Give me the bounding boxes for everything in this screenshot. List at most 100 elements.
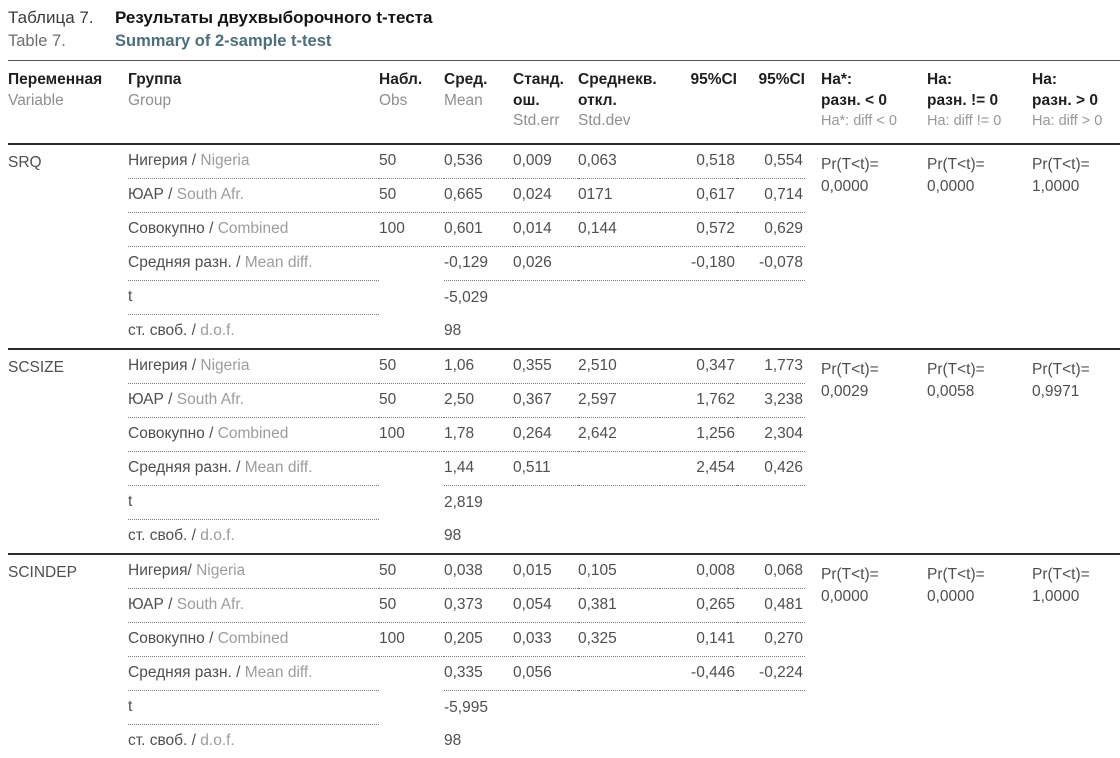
ci-upper-cell: 0,714	[737, 178, 805, 213]
ci-upper-cell: 0,270	[737, 622, 805, 657]
table-row: ЮАР / South Afr. 50 0,665 0,024 0171 0,6…	[8, 178, 1120, 213]
stderr-cell: 0,015	[513, 553, 578, 589]
obs-cell	[379, 656, 444, 690]
ci-upper-cell: 3,238	[737, 383, 805, 418]
stderr-cell	[513, 485, 578, 519]
col-ci-upper: 95%CI	[758, 71, 805, 88]
group-cell: ст. своб. / d.o.f.	[128, 527, 235, 545]
t-test-table: Переменная Variable Группа Group Набл. Obs …	[8, 60, 1120, 758]
stderr-cell: 0,367	[513, 383, 578, 418]
col-ha-right: Ha: разн. > 0 Ha: diff > 0	[1032, 71, 1103, 130]
ci-upper-cell	[737, 314, 805, 349]
ci-upper-cell: 2,304	[737, 417, 805, 452]
stderr-cell	[513, 724, 578, 758]
ci-lower-cell: 1,762	[660, 383, 737, 418]
col-obs: Набл. Obs	[379, 71, 423, 109]
mean-cell: 0,038	[444, 553, 513, 589]
variable-cell: SCSIZE	[8, 358, 64, 376]
group-cell: Средняя разн. / Mean diff.	[128, 451, 379, 486]
mean-cell: 0,335	[444, 656, 513, 691]
ci-lower-cell: -0,180	[660, 246, 737, 281]
mean-cell: 1,78	[444, 417, 513, 452]
obs-cell	[379, 246, 444, 280]
obs-cell: 100	[379, 622, 444, 657]
mean-cell: 2,50	[444, 383, 513, 418]
group-cell: t	[128, 485, 379, 520]
stderr-cell: 0,014	[513, 212, 578, 247]
obs-cell: 50	[379, 178, 444, 213]
obs-cell: 50	[379, 143, 444, 179]
section-scsize: SCSIZE Нигерия / Nigeria 50 1,06 0,355 2…	[8, 348, 1120, 554]
table-row: t -5,029	[8, 280, 1120, 315]
ci-lower-cell	[660, 314, 737, 349]
mean-cell: 0,205	[444, 622, 513, 657]
group-cell: ст. своб. / d.o.f.	[128, 732, 235, 750]
ci-lower-cell: 0,265	[660, 588, 737, 623]
ci-upper-cell: 0,426	[737, 451, 805, 486]
table-header: Переменная Variable Группа Group Набл. Obs …	[8, 61, 1120, 144]
mean-cell: 1,06	[444, 348, 513, 384]
stddev-cell	[578, 314, 660, 349]
variable-cell: SCINDEP	[8, 563, 77, 581]
table-row: t -5,995	[8, 690, 1120, 725]
obs-cell: 50	[379, 588, 444, 623]
stderr-cell: 0,033	[513, 622, 578, 657]
stddev-cell	[578, 280, 660, 314]
ci-lower-cell: 2,454	[660, 451, 737, 486]
col-ha-left: Ha*: разн. < 0 Ha*: diff < 0	[821, 71, 897, 130]
group-cell: Нигерия/ Nigeria	[128, 553, 379, 589]
ci-upper-cell: 0,629	[737, 212, 805, 247]
obs-cell	[379, 519, 444, 554]
ci-upper-cell: 0,481	[737, 588, 805, 623]
ci-lower-cell	[660, 690, 737, 724]
table-row: SCSIZE Нигерия / Nigeria 50 1,06 0,355 2…	[8, 348, 1120, 400]
stderr-cell: 0,054	[513, 588, 578, 623]
caption-line-en: Table 7. Summary of 2-sample t-test	[8, 31, 1112, 52]
stderr-cell	[513, 690, 578, 724]
ha-two-sided-cell: Pr(T<t)= 0,0000	[927, 155, 985, 196]
ci-upper-cell: -0,224	[737, 656, 805, 691]
stddev-cell: 0,325	[578, 622, 660, 657]
group-cell: Средняя разн. / Mean diff.	[128, 656, 379, 691]
ci-lower-cell: 0,347	[660, 348, 737, 384]
group-cell: ЮАР / South Afr.	[128, 588, 379, 623]
ci-upper-cell	[737, 519, 805, 554]
obs-cell	[379, 690, 444, 724]
col-group: Группа Group	[128, 71, 182, 109]
table-row: ст. своб. / d.o.f. 98	[8, 314, 1120, 349]
ci-upper-cell	[737, 690, 805, 724]
caption-label-en: Table 7.	[8, 32, 66, 51]
table-row: ст. своб. / d.o.f. 98	[8, 519, 1120, 554]
obs-cell: 100	[379, 212, 444, 247]
section-srq: SRQ Нигерия / Nigeria 50 0,536 0,009 0,0…	[8, 143, 1120, 349]
ha-two-sided-cell: Pr(T<t)= 0,0058	[927, 360, 985, 401]
group-cell: Средняя разн. / Mean diff.	[128, 246, 379, 281]
ha-two-sided-cell: Pr(T<t)= 0,0000	[927, 565, 985, 606]
stddev-cell	[578, 656, 660, 691]
col-stderr: Станд. ош. Std.err	[513, 71, 564, 130]
obs-cell	[379, 724, 444, 758]
stddev-cell	[578, 485, 660, 519]
obs-cell: 100	[379, 417, 444, 452]
ci-lower-cell: 1,256	[660, 417, 737, 452]
col-mean: Сред. Mean	[444, 71, 488, 109]
mean-cell: 98	[444, 527, 462, 545]
col-ci-lower: 95%CI	[690, 71, 737, 88]
obs-cell	[379, 280, 444, 314]
stderr-cell: 0,511	[513, 451, 578, 486]
stddev-cell: 2,510	[578, 348, 660, 384]
ci-lower-cell: -0,446	[660, 656, 737, 691]
stderr-cell: 0,264	[513, 417, 578, 452]
ci-lower-cell: 0,141	[660, 622, 737, 657]
ha-left-cell: Pr(T<t)= 0,0000	[821, 565, 879, 606]
obs-cell: 50	[379, 553, 444, 589]
group-cell: t	[128, 690, 379, 725]
caption-title-en: Summary of 2-sample t-test	[115, 32, 332, 51]
stddev-cell	[578, 519, 660, 554]
table-row: Средняя разн. / Mean diff. -0,129 0,026 …	[8, 246, 1120, 281]
ci-upper-cell: 0,068	[737, 553, 805, 589]
ha-right-cell: Pr(T<t)= 1,0000	[1032, 565, 1090, 606]
mean-cell: 98	[444, 322, 462, 340]
ci-lower-cell: 0,617	[660, 178, 737, 213]
ci-upper-cell: 1,773	[737, 348, 805, 384]
